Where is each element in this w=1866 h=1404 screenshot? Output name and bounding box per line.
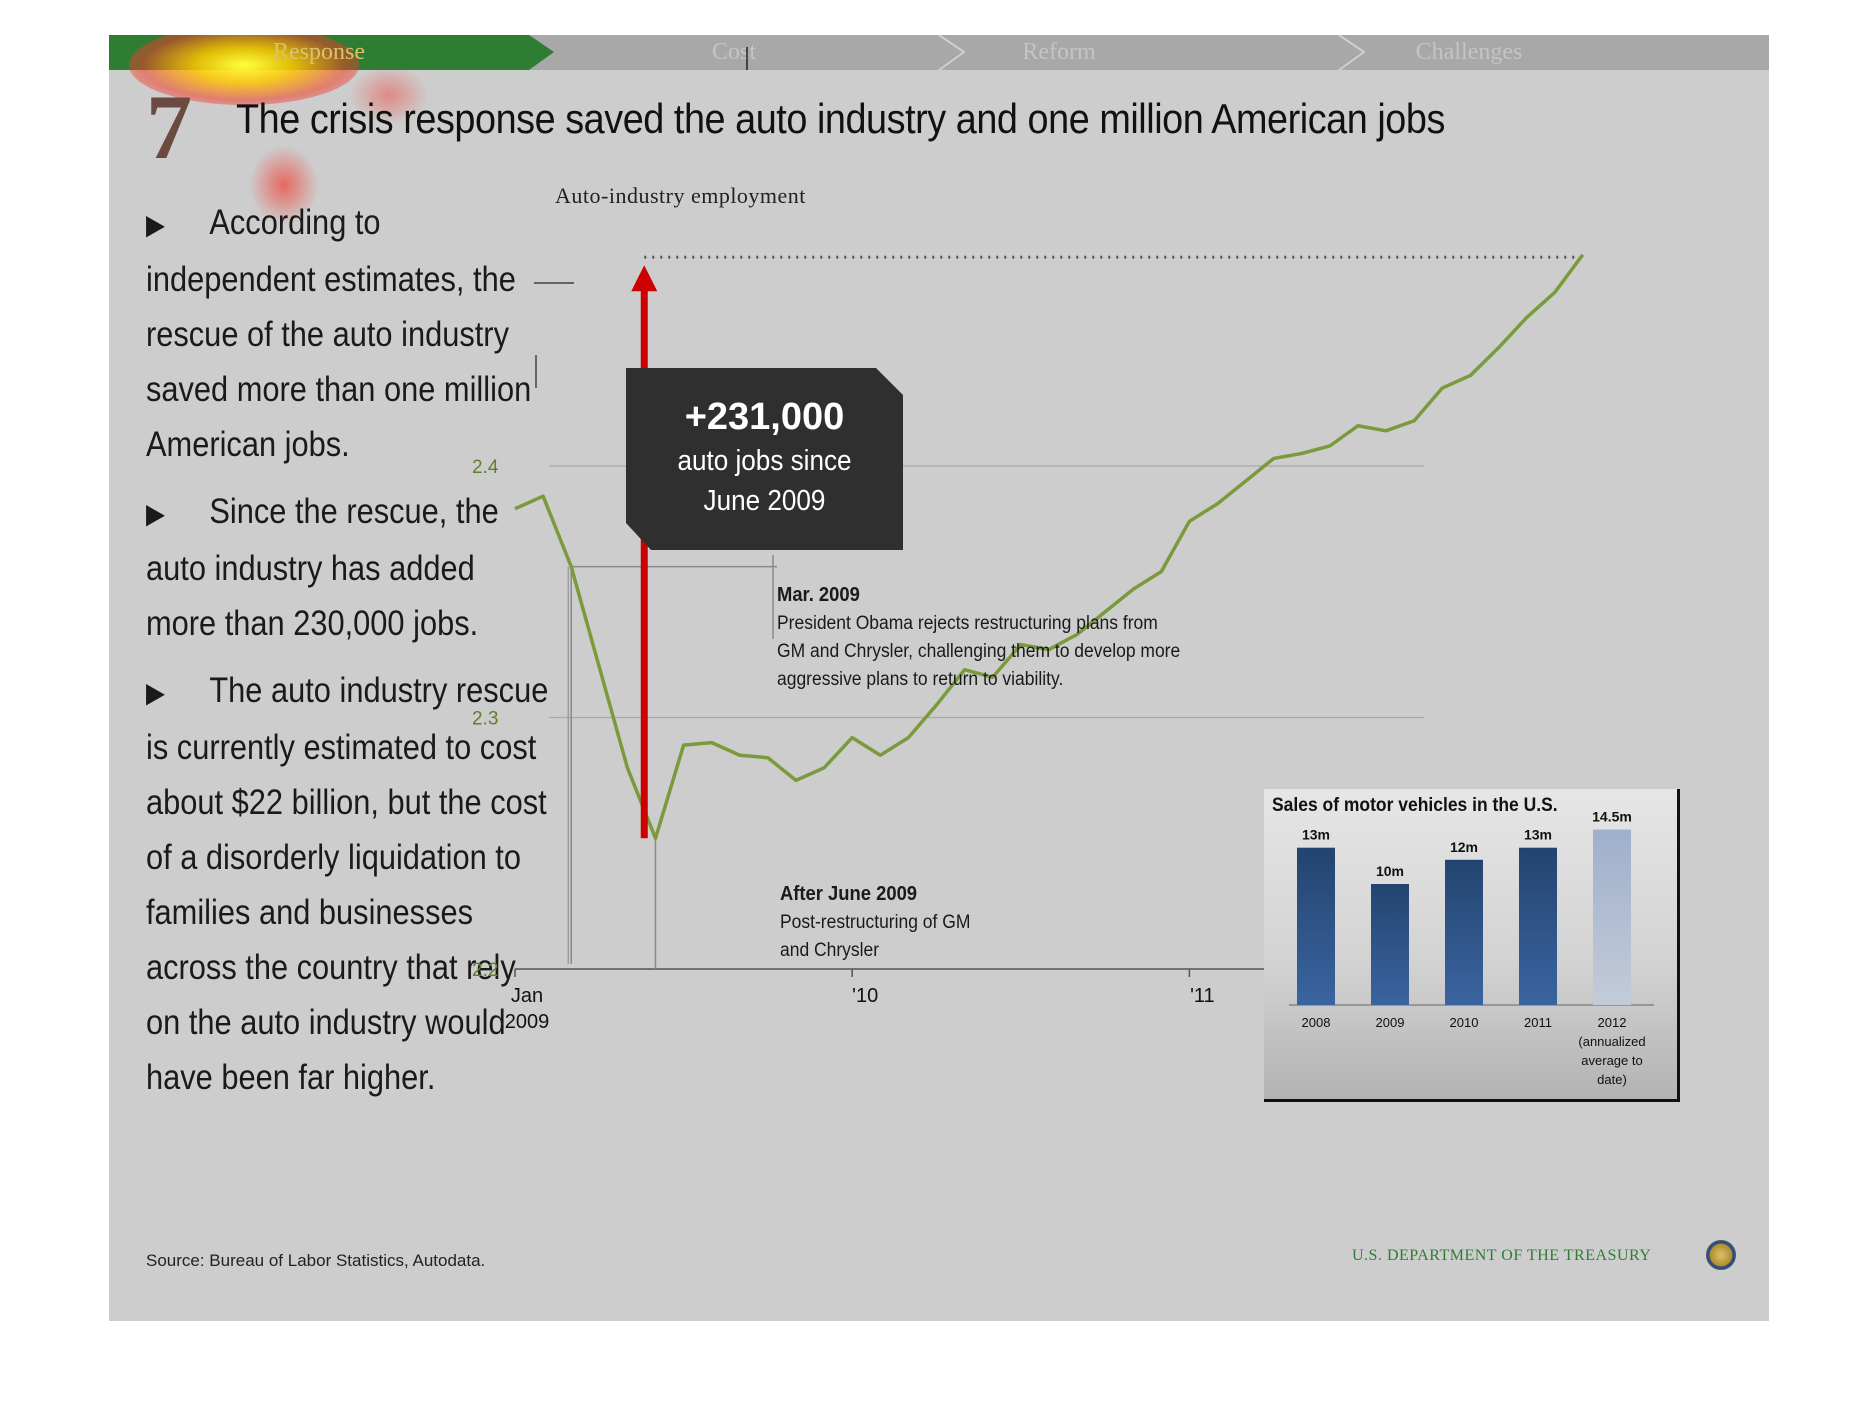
bullet-text: The auto industry rescue is currently es… (146, 671, 549, 1097)
tab-challenges[interactable]: Challenges (1415, 39, 1523, 65)
vehicle-sales-chart: 13m 2008 10m 2009 12m 2010 13m 2011 14.5m 2012 (an… (1289, 809, 1654, 1087)
sales-bar (1371, 884, 1409, 1005)
section-nav: Response Cost Reform Challenges (109, 35, 1769, 125)
bar-category-label: (annualized (1578, 1034, 1645, 1049)
tab-reform[interactable]: Reform (1022, 39, 1096, 65)
y-tick-label: 2.2 (472, 960, 498, 981)
bullet-text: Since the rescue, the auto industry has … (146, 492, 499, 643)
increase-arrow-head (631, 265, 658, 292)
triangle-right-icon: ▶ (146, 498, 165, 529)
bar-category-label: 2008 (1302, 1015, 1331, 1030)
x-tick-sublabel: 2009 (505, 1011, 550, 1033)
source-note: Source: Bureau of Labor Statistics, Auto… (146, 1251, 486, 1270)
tab-cost[interactable]: Cost (711, 39, 756, 65)
chart-title: Auto-industry employment (555, 183, 806, 208)
heatmap-overlay-spot (349, 65, 429, 125)
bar-data-label: 13m (1302, 827, 1330, 843)
callout-description: auto jobs since June 2009 (677, 445, 852, 517)
slide-number: 7 (146, 76, 192, 178)
callout-value: +231,000 (684, 396, 845, 438)
sales-bar (1593, 829, 1631, 1005)
jobs-callout: +231,000 auto jobs since June 2009 (626, 368, 903, 550)
bar-data-label: 10m (1376, 863, 1404, 879)
inset-title: Sales of motor vehicles in the U.S. (1272, 795, 1558, 816)
bar-data-label: 14.5m (1592, 809, 1632, 825)
bar-category-label: 2012 (1598, 1015, 1627, 1030)
bar-category-label: average to (1581, 1053, 1642, 1068)
bullet-item: ▶ The auto industry rescue is currently e… (146, 663, 551, 1105)
bar-data-label: 13m (1524, 827, 1552, 843)
slide: Response Cost Reform Challenges 7 The cr… (109, 35, 1769, 1321)
heatmap-overlay-spot (249, 145, 319, 225)
y-tick-label: 2.3 (472, 709, 498, 730)
bullet-item: ▶ Since the rescue, the auto industry has… (146, 484, 551, 651)
vehicle-sales-inset: Sales of motor vehicles in the U.S. 13m 2… (1264, 789, 1680, 1102)
bar-category-label: 2010 (1450, 1015, 1479, 1030)
annotation-title: After June 2009 (780, 883, 918, 905)
heatmap-overlay (129, 35, 359, 105)
x-tick-label: Jan (511, 985, 543, 1007)
bullet-list: ▶ According to independent estimates, the… (146, 195, 548, 1117)
x-tick-label: '11 (1190, 985, 1215, 1007)
page-title: The crisis response saved the auto indus… (236, 95, 1445, 142)
bar-category-label: 2009 (1376, 1015, 1405, 1030)
triangle-right-icon: ▶ (146, 677, 165, 708)
bar-data-label: 12m (1450, 839, 1478, 855)
sales-bar (1519, 847, 1557, 1005)
annotation-text: President Obama rejects restructuring pl… (777, 613, 1181, 690)
footer-org: U.S. DEPARTMENT OF THE TREASURY (1352, 1247, 1652, 1264)
triangle-right-icon: ▶ (146, 209, 165, 240)
annotation-mar-2009: Mar. 2009 President Obama rejects restru… (777, 581, 1182, 694)
annotation-text: Post-restructuring of GM and Chrysler (780, 912, 971, 961)
tab-response[interactable]: Response (273, 39, 365, 65)
bullet-item: ▶ According to independent estimates, the… (146, 195, 551, 472)
bar-category-label: date) (1597, 1072, 1627, 1087)
bullet-text: According to independent estimates, the … (146, 203, 532, 464)
x-tick-label: '10 (852, 985, 878, 1007)
nav-separators (746, 35, 1366, 70)
bar-category-label: 2011 (1524, 1015, 1552, 1030)
treasury-seal-icon (1706, 1240, 1736, 1270)
y-tick-label: 2.4 (472, 457, 499, 478)
sales-bar (1445, 859, 1483, 1005)
sales-bar (1297, 847, 1335, 1005)
annotation-title: Mar. 2009 (777, 584, 860, 606)
annotation-jun-2009: After June 2009 Post-restructuring of GM… (780, 880, 992, 965)
annotation-leader (570, 565, 777, 964)
employment-line (514, 253, 1585, 840)
